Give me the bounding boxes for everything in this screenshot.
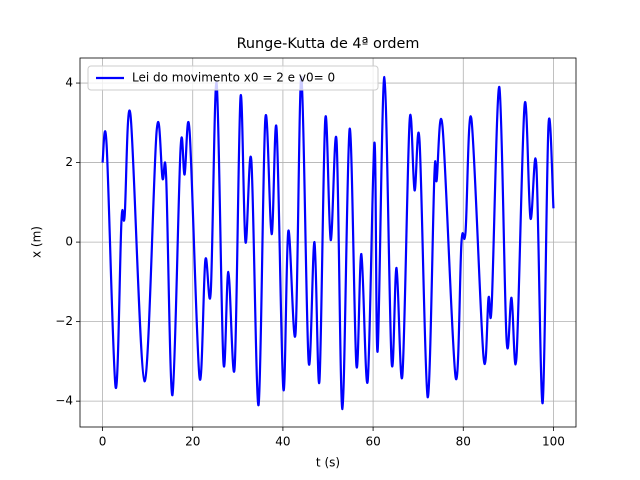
chart-title: Runge-Kutta de 4ª ordem — [237, 36, 420, 52]
x-axis-label: t (s) — [316, 456, 340, 470]
x-tick-label: 60 — [365, 435, 380, 449]
x-tick-label: 100 — [542, 435, 565, 449]
axes-frame — [79, 57, 577, 428]
y-tick-label: 0 — [65, 235, 73, 249]
y-tick-label: 4 — [65, 76, 73, 90]
legend-label: Lei do movimento x0 = 2 e v0= 0 — [132, 71, 335, 85]
y-tick-label: −4 — [55, 394, 73, 408]
legend-box — [87, 65, 379, 91]
y-tick-label: 2 — [65, 155, 73, 169]
y-axis-label: x (m) — [30, 226, 44, 258]
x-tick-label: 40 — [275, 435, 290, 449]
data-line — [101, 75, 555, 411]
x-tick-label: 20 — [185, 435, 200, 449]
x-tick-label: 0 — [99, 435, 107, 449]
x-tick-label: 80 — [456, 435, 471, 449]
y-tick-label: −2 — [55, 314, 73, 328]
